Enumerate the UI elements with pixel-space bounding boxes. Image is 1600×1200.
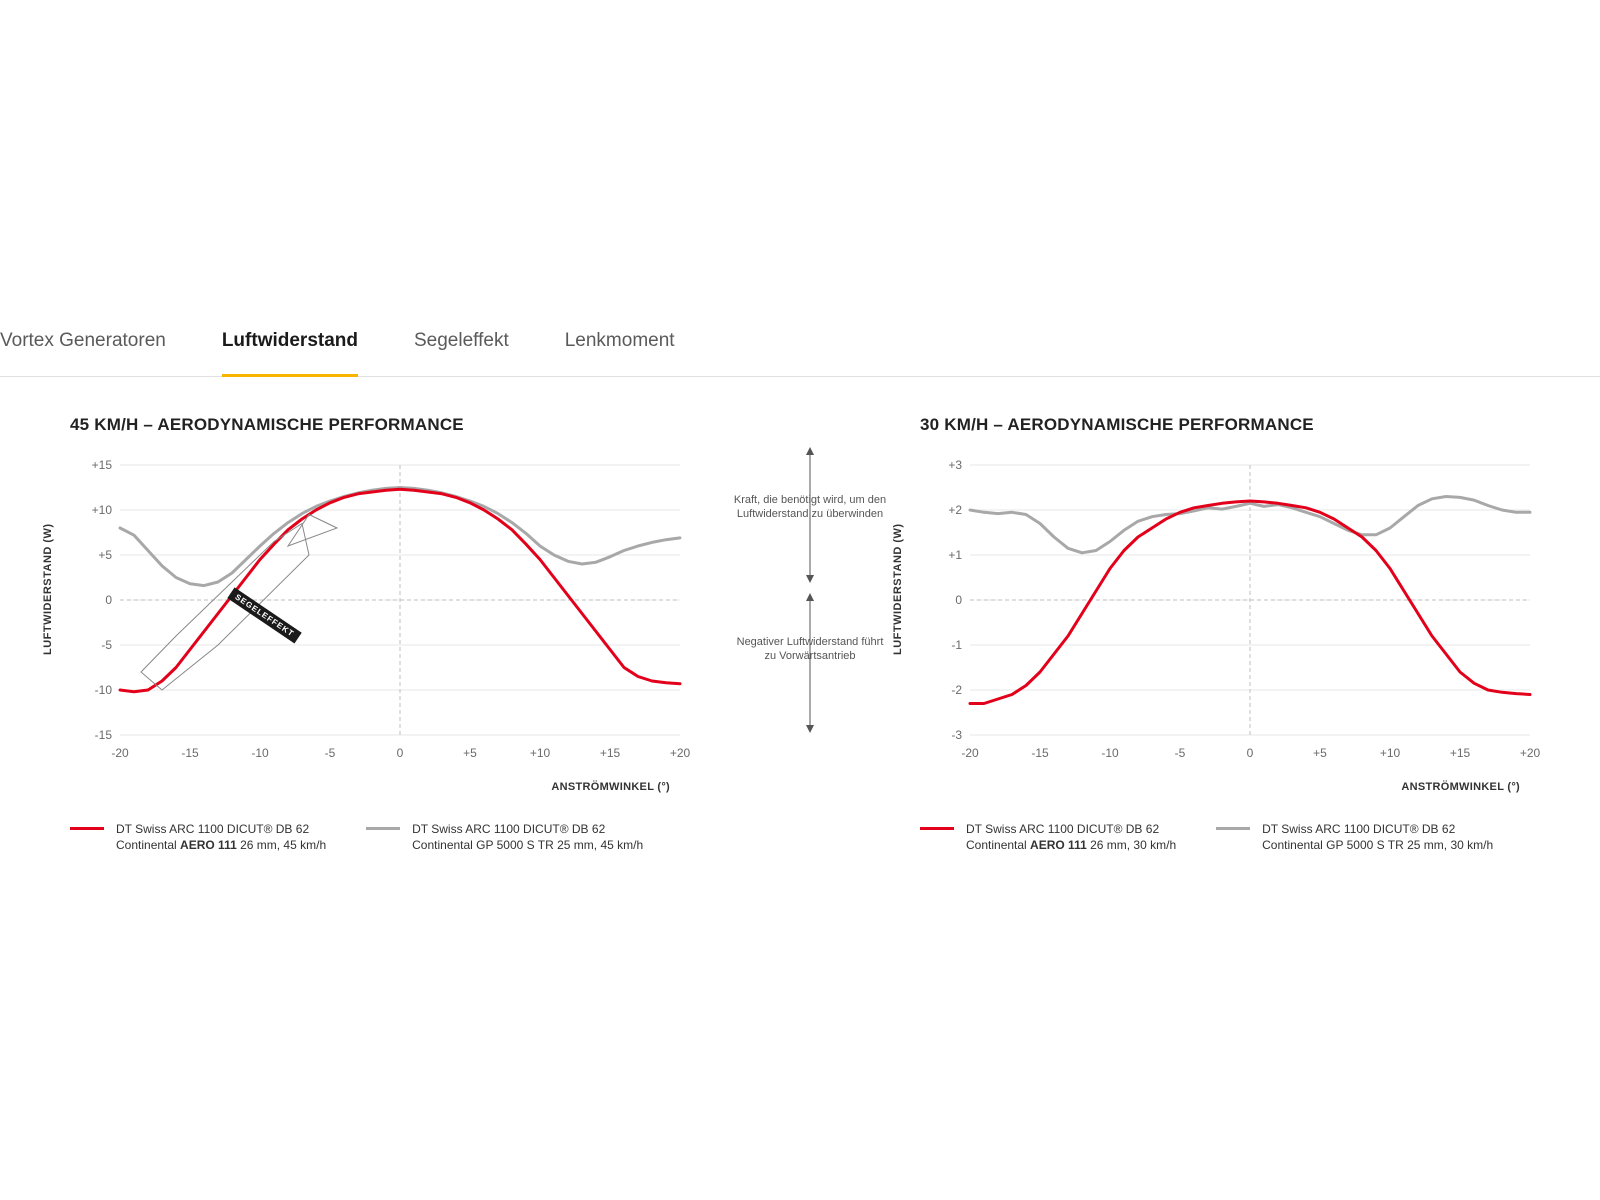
chart-svg-left: -15 -10 -5 0 +5 +10 +15 -20 -15 -10 -5 0 +5 +10 +15 +20 [70,455,690,775]
svg-text:-2: -2 [951,683,962,697]
legend-red-pre-right: Continental [966,838,1030,852]
svg-text:-20: -20 [961,746,979,760]
svg-text:+20: +20 [670,746,690,760]
annotation-bottom-text: Negativer Luftwiderstand führt zu Vorwär… [730,635,890,664]
svg-text:0: 0 [1247,746,1254,760]
chart-45kmh: 45 KM/H – AERODYNAMISCHE PERFORMANCE LUF… [70,415,710,853]
charts-row: 45 KM/H – AERODYNAMISCHE PERFORMANCE LUF… [70,415,1560,853]
legend-item-grey-right: DT Swiss ARC 1100 DICUT® DB 62 Continent… [1216,821,1493,853]
legend-red-line1-right: DT Swiss ARC 1100 DICUT® DB 62 [966,822,1159,836]
svg-text:0: 0 [397,746,404,760]
svg-text:+10: +10 [92,503,113,517]
legend-text-grey-right: DT Swiss ARC 1100 DICUT® DB 62 Continent… [1262,821,1493,853]
svg-text:-3: -3 [951,728,962,742]
legend-red-post-left: 26 mm, 45 km/h [237,838,326,852]
svg-text:+15: +15 [1450,746,1471,760]
svg-text:-10: -10 [95,683,113,697]
svg-text:+15: +15 [600,746,621,760]
tab-luftwiderstand[interactable]: Luftwiderstand [222,330,358,364]
svg-text:+5: +5 [463,746,477,760]
svg-text:0: 0 [955,593,962,607]
svg-text:-1: -1 [951,638,962,652]
svg-text:+20: +20 [1520,746,1540,760]
svg-text:-10: -10 [1101,746,1119,760]
svg-text:-15: -15 [95,728,113,742]
legend-swatch-red-r [920,827,954,830]
svg-text:0: 0 [105,593,112,607]
svg-text:-15: -15 [181,746,199,760]
legend-item-red-left: DT Swiss ARC 1100 DICUT® DB 62 Continent… [70,821,326,853]
legend-red-line1-left: DT Swiss ARC 1100 DICUT® DB 62 [116,822,309,836]
center-annotation: Kraft, die benötigt wird, um den Luftwid… [730,415,890,853]
legend-text-red-left: DT Swiss ARC 1100 DICUT® DB 62 Continent… [116,821,326,853]
legend-text-red-right: DT Swiss ARC 1100 DICUT® DB 62 Continent… [966,821,1176,853]
svg-text:+2: +2 [948,503,962,517]
svg-text:-5: -5 [1175,746,1186,760]
chart-title-right: 30 KM/H – AERODYNAMISCHE PERFORMANCE [920,415,1560,435]
legend-grey-line1-left: DT Swiss ARC 1100 DICUT® DB 62 [412,822,605,836]
svg-text:+5: +5 [98,548,112,562]
legend-item-red-right: DT Swiss ARC 1100 DICUT® DB 62 Continent… [920,821,1176,853]
legend-left: DT Swiss ARC 1100 DICUT® DB 62 Continent… [70,821,710,853]
svg-text:+15: +15 [92,458,113,472]
legend-red-bold-right: AERO 111 [1030,838,1087,852]
legend-right: DT Swiss ARC 1100 DICUT® DB 62 Continent… [920,821,1560,853]
svg-text:-20: -20 [111,746,129,760]
tab-vortex[interactable]: Vortex Generatoren [0,330,166,364]
svg-text:+10: +10 [530,746,551,760]
svg-text:-5: -5 [101,638,112,652]
svg-text:+1: +1 [948,548,962,562]
tab-lenkmoment[interactable]: Lenkmoment [565,330,675,364]
svg-text:+10: +10 [1380,746,1401,760]
tab-bar: Vortex Generatoren Luftwiderstand Segele… [0,330,1600,377]
legend-red-pre-left: Continental [116,838,180,852]
legend-red-post-right: 26 mm, 30 km/h [1087,838,1176,852]
chart-svg-right: -3-2-10+1+2+3-20-15-10-50+5+10+15+20 [920,455,1540,775]
x-axis-label-right: ANSTRÖMWINKEL (°) [920,781,1530,793]
x-axis-label-left: ANSTRÖMWINKEL (°) [70,781,680,793]
legend-red-bold-left: AERO 111 [180,838,237,852]
svg-text:-15: -15 [1031,746,1049,760]
chart-title-left: 45 KM/H – AERODYNAMISCHE PERFORMANCE [70,415,710,435]
svg-text:-5: -5 [325,746,336,760]
legend-swatch-grey [366,827,400,830]
y-axis-label-right: LUFTWIDERSTAND (W) [892,523,904,655]
legend-swatch-red [70,827,104,830]
svg-text:+5: +5 [1313,746,1327,760]
legend-swatch-grey-r [1216,827,1250,830]
y-axis-label-left: LUFTWIDERSTAND (W) [42,523,54,655]
legend-item-grey-left: DT Swiss ARC 1100 DICUT® DB 62 Continent… [366,821,643,853]
svg-text:+3: +3 [948,458,962,472]
annotation-arrows [800,445,820,735]
svg-text:-10: -10 [251,746,269,760]
tab-segeleffekt[interactable]: Segeleffekt [414,330,509,364]
legend-text-grey-left: DT Swiss ARC 1100 DICUT® DB 62 Continent… [412,821,643,853]
legend-grey-line2-left: Continental GP 5000 S TR 25 mm, 45 km/h [412,837,643,853]
page: Vortex Generatoren Luftwiderstand Segele… [0,0,1600,1200]
annotation-top-text: Kraft, die benötigt wird, um den Luftwid… [730,493,890,522]
legend-grey-line2-right: Continental GP 5000 S TR 25 mm, 30 km/h [1262,837,1493,853]
chart-30kmh: 30 KM/H – AERODYNAMISCHE PERFORMANCE LUF… [920,415,1560,853]
legend-grey-line1-right: DT Swiss ARC 1100 DICUT® DB 62 [1262,822,1455,836]
